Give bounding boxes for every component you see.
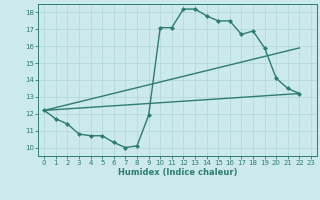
X-axis label: Humidex (Indice chaleur): Humidex (Indice chaleur) (118, 168, 237, 177)
